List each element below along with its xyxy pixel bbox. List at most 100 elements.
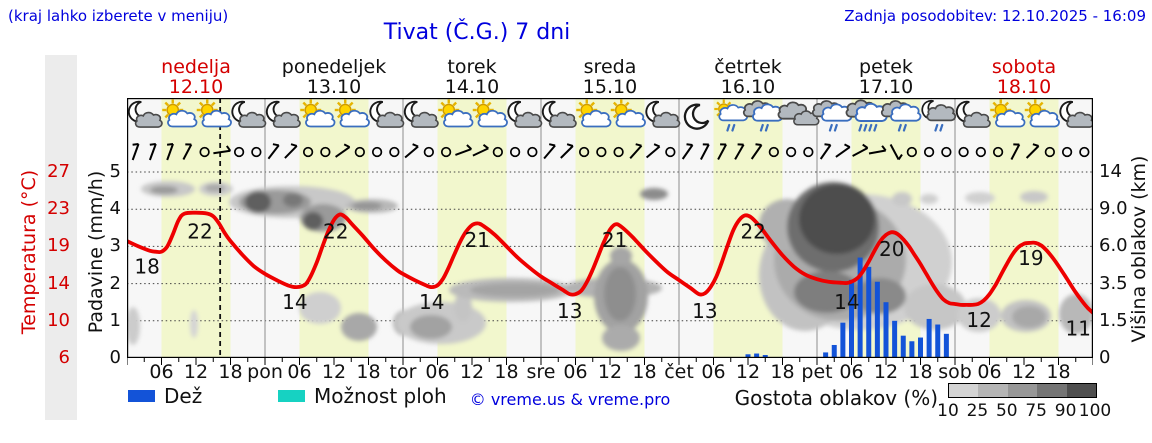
wind-barb-icon — [284, 143, 298, 159]
xaxis-ponedeljek-06: 06 — [287, 361, 312, 383]
wind-calm-icon — [233, 146, 245, 158]
cloud-blob — [892, 192, 912, 206]
gray-cloud-icon — [514, 111, 543, 128]
wind-calm-icon — [958, 146, 969, 158]
precip-tick-2: 2 — [109, 272, 121, 294]
rain-bar — [900, 335, 906, 358]
gray-cloud-icon — [134, 111, 163, 128]
xaxis-abbr-sob: sob — [938, 361, 972, 383]
wind-calm-icon — [492, 146, 504, 158]
xaxis-sreda-12: 12 — [597, 361, 623, 383]
weather-icon-moon-cloud — [541, 100, 577, 128]
weather-icon-sun-cloud — [162, 99, 198, 128]
day-date-petek: 17.10 — [858, 76, 914, 98]
white-cloud-icon — [581, 109, 612, 128]
cloud-blob — [410, 315, 452, 339]
density-segment-2 — [1007, 384, 1038, 397]
weather-icon-moon-cloud — [369, 100, 405, 128]
day-name-petek: petek — [859, 56, 913, 78]
weather-icon-moon — [683, 103, 710, 130]
day-date-nedelja: 12.10 — [168, 76, 224, 98]
weather-icon-row — [127, 99, 1093, 132]
xaxis-sreda-06: 06 — [563, 361, 588, 383]
temperature-label: 21 — [464, 228, 489, 252]
weather-icon-moon-cloud — [645, 100, 681, 128]
wind-calm-icon — [906, 146, 917, 158]
density-tick-75: 75 — [1025, 401, 1048, 421]
wind-calm-icon — [785, 146, 797, 158]
wind-calm-icon — [975, 146, 986, 158]
rain-bar — [866, 266, 872, 358]
rain-drops-icon — [828, 123, 838, 132]
wind-barb-icon — [404, 143, 419, 159]
white-cloud-icon — [443, 109, 474, 128]
wind-calm-icon — [302, 146, 314, 158]
xaxis-abbr-pet: pet — [801, 361, 833, 383]
day-name-nedelja: nedelja — [161, 56, 231, 78]
xaxis-ponedeljek-12: 12 — [321, 361, 347, 383]
wind-barb-icon — [819, 143, 832, 160]
wind-barb-icon — [629, 143, 643, 159]
rain-bar — [874, 281, 880, 358]
density-segment-4 — [1066, 384, 1097, 397]
gray-cloud-icon — [410, 111, 439, 128]
temp-tick-27: 27 — [47, 161, 70, 182]
white-cloud-icon — [615, 109, 646, 128]
cloud-tick-3.5: 3.5 — [1099, 272, 1128, 294]
weather-icon-sun-cloud — [576, 99, 612, 128]
temperature-label: 18 — [134, 255, 159, 279]
xaxis-četrtek-06: 06 — [701, 361, 726, 383]
wind-calm-icon — [440, 146, 452, 158]
weather-icon-sun-cloud — [990, 99, 1026, 128]
density-segment-1 — [978, 384, 1008, 397]
day-name-sreda: sreda — [583, 56, 637, 78]
weather-icon-moon-cloud — [507, 100, 543, 128]
weather-icon-moon-cloud — [403, 100, 439, 128]
white-cloud-icon — [995, 109, 1026, 128]
wind-barb-icon — [335, 143, 351, 158]
temperature-label: 14 — [282, 290, 307, 314]
rain-bar — [831, 344, 837, 358]
weather-icon-cloudy — [777, 101, 820, 126]
white-cloud-icon — [339, 109, 370, 128]
xaxis-nedelja-12: 12 — [183, 361, 209, 383]
xaxis-sreda-18: 18 — [632, 361, 657, 383]
white-cloud-icon — [201, 109, 232, 128]
weather-icon-cloud-rain — [811, 100, 853, 132]
day-date-torek: 14.10 — [444, 76, 500, 98]
density-tick-50: 50 — [995, 401, 1018, 421]
cloud-blob — [454, 292, 472, 322]
rain-bar — [883, 302, 889, 358]
rain-bar — [857, 257, 863, 358]
weather-icon-cloud-rain — [880, 100, 922, 132]
day-name-ponedeljek: ponedeljek — [281, 56, 387, 78]
wind-calm-icon — [1079, 146, 1090, 158]
gray-cloud-icon — [238, 111, 267, 128]
cloud-blob — [920, 194, 938, 204]
xaxis-abbr-tor: tor — [389, 361, 417, 383]
white-cloud-icon — [477, 109, 508, 128]
gray-cloud-icon — [376, 111, 405, 128]
wind-barb-icon — [750, 143, 763, 160]
density-tick-90: 90 — [1054, 401, 1077, 421]
wind-barb-icon — [455, 144, 472, 156]
xaxis-sobota-06: 06 — [977, 361, 1002, 383]
cloud-blob — [602, 325, 640, 351]
temp-tick-14: 14 — [47, 272, 70, 294]
rain-bar — [849, 279, 854, 358]
precip-tick-0: 0 — [109, 347, 121, 368]
showers-legend-label: Možnost ploh — [314, 384, 447, 408]
cloud-blob — [303, 212, 323, 230]
wind-calm-icon — [803, 146, 814, 158]
weather-icon-sun-cloud-rain — [714, 99, 749, 132]
wind-barb-icon — [560, 143, 574, 159]
moon-icon — [683, 103, 710, 130]
rain-bar — [926, 318, 932, 358]
cloud-blob — [640, 188, 668, 200]
wind-row — [131, 143, 1090, 161]
menu-hint-note: (kraj lahko izberete v meniju) — [8, 7, 229, 25]
wind-barb-icon — [717, 143, 727, 160]
temperature-label: 22 — [740, 219, 765, 243]
temperature-label: 13 — [692, 299, 717, 323]
gray-cloud-icon — [962, 111, 991, 128]
